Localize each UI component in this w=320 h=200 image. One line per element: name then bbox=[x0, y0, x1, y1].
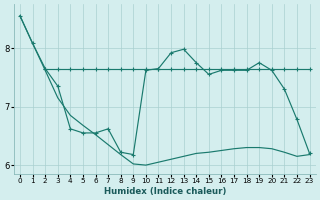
X-axis label: Humidex (Indice chaleur): Humidex (Indice chaleur) bbox=[104, 187, 226, 196]
